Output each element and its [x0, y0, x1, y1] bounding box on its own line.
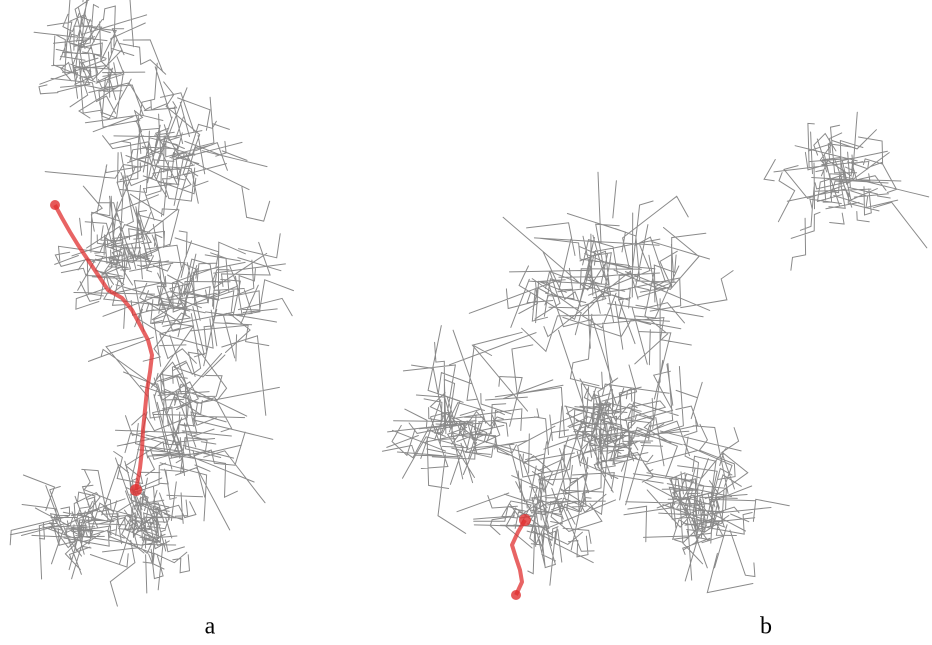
- route-start-b: [519, 514, 531, 526]
- route-a: [53, 204, 154, 491]
- route-end-a: [130, 484, 142, 496]
- panel-label: b: [760, 614, 772, 640]
- panel-label: a: [205, 614, 216, 640]
- road-network-a: [9, 0, 294, 607]
- route-start-a: [50, 200, 60, 210]
- roads: [9, 0, 294, 607]
- roads: [381, 111, 930, 594]
- road-network-b: [381, 111, 930, 594]
- route-end-b: [511, 590, 521, 600]
- route-b: [510, 518, 527, 596]
